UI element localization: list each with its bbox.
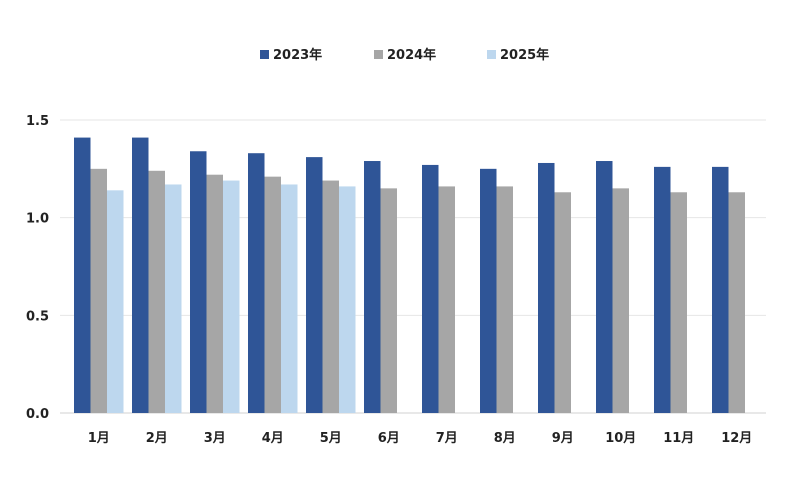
bar-2024年-2月	[148, 170, 165, 413]
bar-2023年-8月	[480, 168, 497, 413]
bar-2024年-9月	[554, 192, 571, 413]
bar-2025年-1月	[107, 190, 124, 413]
x-tick-label: 7月	[436, 431, 458, 446]
bar-2024年-12月	[728, 192, 745, 413]
x-tick-label: 10月	[605, 431, 636, 446]
x-tick-label: 4月	[262, 431, 284, 446]
bar-2024年-3月	[206, 174, 223, 413]
y-axis: 0.0 0.5 1.0 1.5	[26, 114, 49, 422]
bar-2023年-7月	[422, 164, 439, 413]
legend-swatch	[260, 50, 269, 59]
x-tick-label: 5月	[320, 431, 342, 446]
bar-2024年-8月	[496, 186, 513, 413]
bar-2025年-4月	[281, 184, 298, 413]
bar-2023年-12月	[712, 166, 729, 413]
bar-2023年-6月	[364, 161, 381, 413]
x-tick-label: 1月	[88, 431, 110, 446]
x-axis: 1月 2月 3月 4月 5月 6月 7月 8月 9月 10月 11月 12月	[88, 431, 753, 446]
bar-2024年-7月	[438, 186, 455, 413]
legend: 2023年 2024年 2025年	[260, 47, 549, 63]
legend-swatch	[487, 50, 496, 59]
bar-2023年-9月	[538, 162, 555, 413]
bar-2024年-11月	[670, 192, 687, 413]
x-tick-label: 8月	[494, 431, 516, 446]
y-tick-label: 1.5	[26, 114, 49, 129]
y-tick-label: 0.0	[26, 407, 49, 422]
legend-label: 2023年	[273, 47, 322, 63]
bar-2024年-10月	[612, 188, 629, 413]
bar-2023年-3月	[190, 151, 207, 413]
y-tick-label: 1.0	[26, 212, 49, 227]
bar-2023年-11月	[654, 166, 671, 413]
x-tick-label: 12月	[721, 431, 752, 446]
bar-2024年-5月	[322, 180, 339, 413]
x-tick-label: 2月	[146, 431, 168, 446]
x-tick-label: 9月	[552, 431, 574, 446]
legend-swatch	[374, 50, 383, 59]
bar-2024年-6月	[380, 188, 397, 413]
bar-2023年-1月	[74, 137, 91, 413]
bar-2024年-4月	[264, 176, 281, 413]
legend-label: 2025年	[500, 47, 549, 63]
bar-2025年-5月	[339, 186, 356, 413]
bar-2023年-4月	[248, 153, 265, 413]
bar-2023年-2月	[132, 137, 149, 413]
legend-label: 2024年	[387, 47, 436, 63]
bar-2025年-3月	[223, 180, 240, 413]
x-tick-label: 11月	[663, 431, 694, 446]
x-tick-label: 3月	[204, 431, 226, 446]
bar-2025年-2月	[165, 184, 182, 413]
bars	[74, 137, 745, 413]
bar-2023年-5月	[306, 157, 323, 413]
bar-2024年-1月	[90, 168, 107, 413]
bar-2023年-10月	[596, 161, 613, 413]
x-tick-label: 6月	[378, 431, 400, 446]
y-tick-label: 0.5	[26, 309, 49, 324]
